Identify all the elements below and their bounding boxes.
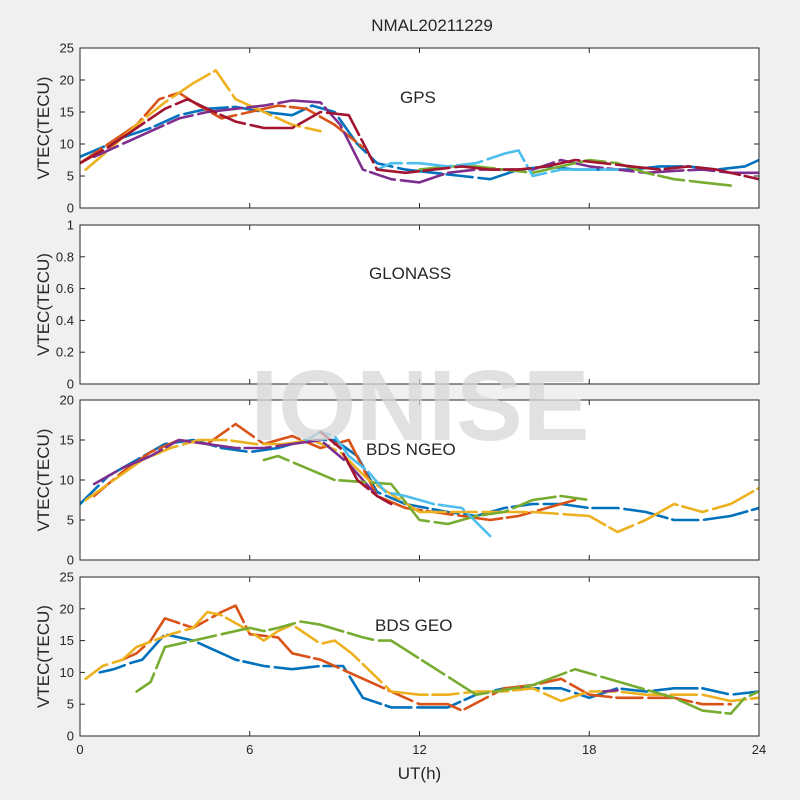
y-tick-label: 20 bbox=[60, 393, 74, 408]
series-line-7 bbox=[319, 430, 393, 506]
series-group bbox=[80, 422, 759, 538]
y-tick-label: 5 bbox=[67, 513, 74, 528]
y-tick-label: 0.8 bbox=[56, 249, 74, 264]
panel-label: GLONASS bbox=[369, 264, 451, 283]
panel-label: BDS NGEO bbox=[366, 440, 456, 459]
y-tick-label: 0 bbox=[67, 377, 74, 392]
y-tick-label: 0.6 bbox=[56, 281, 74, 296]
watermark: IONISE bbox=[251, 350, 590, 462]
figure-title: NMAL20211229 bbox=[371, 16, 493, 35]
y-tick-label: 25 bbox=[60, 570, 74, 585]
series-line-3 bbox=[84, 610, 759, 703]
panel-glonass: 0 0.2 0.4 0.6 0.8 1 VTEC(TECU) GLONASS bbox=[34, 218, 760, 392]
axes-background bbox=[80, 225, 759, 384]
x-tick-label: 6 bbox=[246, 742, 253, 757]
series-line-5 bbox=[135, 620, 759, 716]
y-tick-label: 15 bbox=[60, 633, 74, 648]
y-axis-label: VTEC(TECU) bbox=[34, 429, 53, 532]
series-line-6 bbox=[304, 430, 492, 538]
y-tick-label: 15 bbox=[60, 433, 74, 448]
x-axis-label: UT(h) bbox=[398, 764, 441, 783]
series-line-4 bbox=[602, 688, 619, 693]
series-line-1 bbox=[98, 632, 759, 709]
x-tick-label: 12 bbox=[412, 742, 426, 757]
x-tick-label: 24 bbox=[752, 742, 766, 757]
y-axis-label: VTEC(TECU) bbox=[34, 605, 53, 708]
panel-label: BDS GEO bbox=[375, 616, 452, 635]
panel-bds-geo: 0 6 12 18 24 0 5 10 15 20 25 VTEC(TECU) BDS GEO UT(h) bbox=[34, 570, 766, 784]
series-line-2 bbox=[121, 604, 733, 712]
series-line-4 bbox=[92, 438, 379, 498]
axes-background bbox=[80, 577, 759, 736]
series-line-6 bbox=[375, 149, 619, 178]
panel-label: GPS bbox=[400, 88, 436, 107]
y-tick-label: 0 bbox=[67, 553, 74, 568]
series-group bbox=[80, 69, 759, 187]
y-tick-label: 20 bbox=[60, 601, 74, 616]
y-tick-label: 0 bbox=[67, 729, 74, 744]
series-group bbox=[84, 604, 759, 716]
y-axis-label: VTEC(TECU) bbox=[34, 253, 53, 356]
y-tick-label: 10 bbox=[60, 137, 74, 152]
panel-gps: 0 5 10 15 20 25 VTEC(TECU) GPS bbox=[34, 41, 760, 216]
y-tick-label: 10 bbox=[60, 473, 74, 488]
axes-background bbox=[80, 400, 759, 560]
series-line-5 bbox=[262, 454, 591, 526]
y-axis-label: VTEC(TECU) bbox=[34, 77, 53, 180]
y-tick-label: 0 bbox=[67, 201, 74, 216]
axes-background bbox=[80, 48, 759, 208]
y-tick-label: 0.4 bbox=[56, 313, 74, 328]
panels: 0 5 10 15 20 25 VTEC(TECU) GPS 0 0.2 0.4 0.6 0.8 1 VTE… bbox=[34, 41, 766, 784]
series-line-3 bbox=[84, 438, 759, 534]
y-tick-label: 1 bbox=[67, 218, 74, 233]
y-tick-label: 20 bbox=[60, 73, 74, 88]
x-tick-label: 0 bbox=[76, 742, 83, 757]
y-tick-label: 10 bbox=[60, 665, 74, 680]
y-tick-label: 25 bbox=[60, 41, 74, 56]
y-tick-label: 5 bbox=[67, 697, 74, 712]
series-line-7 bbox=[80, 97, 759, 181]
y-tick-label: 15 bbox=[60, 105, 74, 120]
y-tick-label: 5 bbox=[67, 169, 74, 184]
panel-bds-ngeo: 0 5 10 15 20 VTEC(TECU) BDS NGEO bbox=[34, 393, 760, 568]
x-tick-label: 18 bbox=[582, 742, 596, 757]
y-tick-label: 0.2 bbox=[56, 345, 74, 360]
